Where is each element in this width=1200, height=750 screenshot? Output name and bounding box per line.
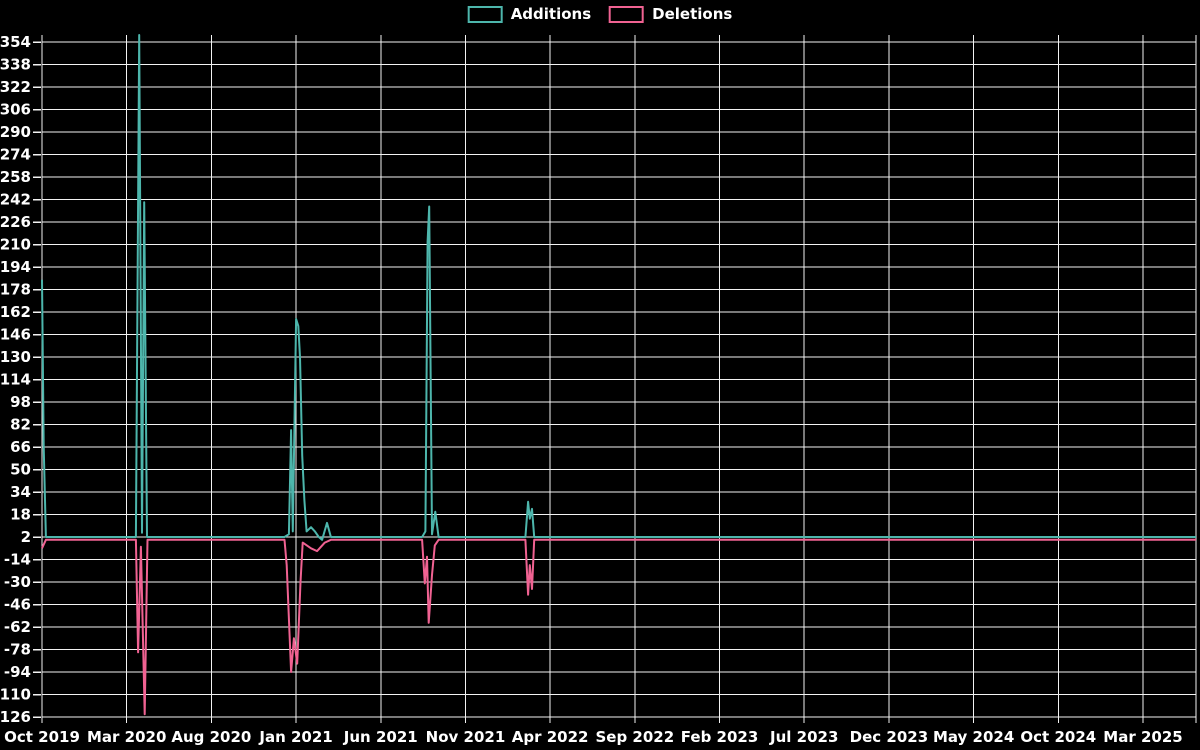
y-tick-label: 274 <box>0 146 31 164</box>
y-tick-label: 146 <box>0 326 31 344</box>
x-tick-label: Jan 2021 <box>258 728 332 746</box>
y-tick-label: 354 <box>0 33 31 51</box>
y-tick-label: 2 <box>21 528 31 546</box>
y-tick-label: 34 <box>10 483 31 501</box>
y-tick-label: 210 <box>0 236 31 254</box>
y-tick-label: -78 <box>4 641 31 659</box>
y-tick-label: 50 <box>10 461 31 479</box>
y-tick-label: -14 <box>4 551 31 569</box>
y-tick-label: 338 <box>0 56 31 74</box>
x-tick-label: Oct 2024 <box>1020 728 1096 746</box>
y-tick-label: 82 <box>10 416 31 434</box>
x-tick-label: Mar 2020 <box>87 728 166 746</box>
x-tick-label: Sep 2022 <box>596 728 675 746</box>
y-tick-label: 98 <box>10 393 31 411</box>
x-tick-label: Aug 2020 <box>171 728 251 746</box>
y-tick-label: -110 <box>0 686 31 704</box>
x-tick-label: Mar 2025 <box>1103 728 1182 746</box>
series-line-deletions <box>41 538 1196 716</box>
series-line-additions <box>41 34 1196 541</box>
y-tick-label: -94 <box>4 663 31 681</box>
y-tick-label: 226 <box>0 213 31 231</box>
deletions-swatch <box>609 6 645 23</box>
y-tick-label: -62 <box>4 618 31 636</box>
y-tick-label: 114 <box>0 371 31 389</box>
y-tick-label: 322 <box>0 78 31 96</box>
y-tick-label: 18 <box>10 506 31 524</box>
y-tick-label: -46 <box>4 596 31 614</box>
y-tick-label: 66 <box>10 438 31 456</box>
x-tick-label: Feb 2023 <box>681 728 759 746</box>
additions-swatch <box>467 6 503 23</box>
x-tick-label: Jul 2023 <box>769 728 838 746</box>
x-tick-label: May 2024 <box>933 728 1014 746</box>
y-tick-label: 178 <box>0 281 31 299</box>
legend-label-additions: Additions <box>510 5 592 23</box>
y-tick-label: -126 <box>0 708 31 726</box>
x-tick-label: Jun 2021 <box>343 728 418 746</box>
x-tick-label: Apr 2022 <box>512 728 589 746</box>
x-tick-label: Nov 2021 <box>426 728 506 746</box>
legend-item-deletions[interactable]: Deletions <box>609 6 732 23</box>
y-tick-label: 290 <box>0 123 31 141</box>
y-tick-label: 306 <box>0 101 31 119</box>
y-tick-label: -30 <box>4 573 31 591</box>
y-tick-label: 194 <box>0 258 31 276</box>
y-tick-label: 258 <box>0 168 31 186</box>
legend-item-additions[interactable]: Additions <box>467 5 592 23</box>
x-tick-label: Dec 2023 <box>850 728 929 746</box>
y-tick-label: 242 <box>0 191 31 209</box>
legend-label-deletions: Deletions <box>652 5 733 23</box>
x-tick-label: Oct 2019 <box>4 728 80 746</box>
chart-legend: Additions Deletions <box>467 5 732 23</box>
y-tick-label: 130 <box>0 348 31 366</box>
y-tick-label: 162 <box>0 303 31 321</box>
